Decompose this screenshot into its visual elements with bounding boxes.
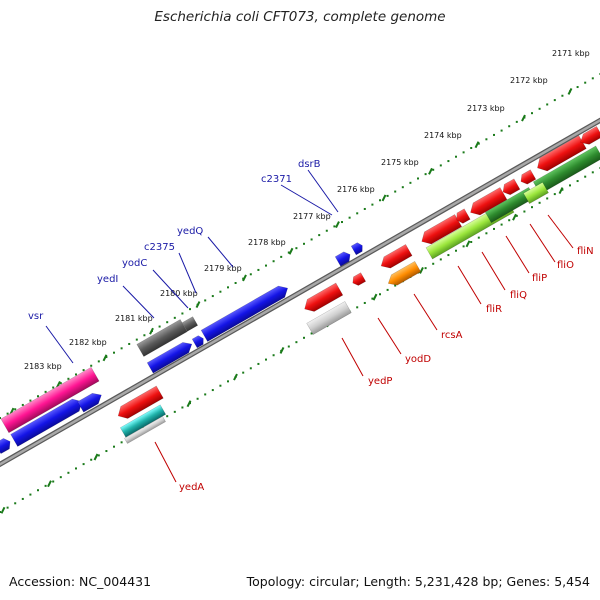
scale-tick-label: 2181 kbp [115,314,153,323]
scale-tick-label: 2178 kbp [248,238,286,247]
rna-feature[interactable] [306,301,352,335]
gene-label-reverse[interactable]: fliO [557,260,574,271]
scale-tick-label: 2176 kbp [337,185,375,194]
flagellar-feature[interactable] [523,181,549,205]
reverse-cds-feature[interactable] [500,178,521,197]
reverse-cds-feature[interactable] [350,272,367,288]
scale-tick-label: 2182 kbp [69,338,107,347]
reverse-cds-feature[interactable] [534,135,587,175]
scale-tick-label: 2171 kbp [552,49,590,58]
rna-feature[interactable] [124,416,166,444]
gene-label-reverse[interactable]: fliR [486,304,502,315]
reverse-cds-feature[interactable] [418,214,463,247]
scale-tick-labels: 2171 kbp 2172 kbp 2173 kbp 2174 kbp 2175 kbp… [24,49,590,371]
reverse-cds-feature[interactable] [115,385,164,422]
feature-tracks [0,125,600,455]
scale-tick-label: 2172 kbp [510,76,548,85]
map-title: Escherichia coli CFT073, complete genome [154,9,446,25]
lower-dotted-track [0,166,600,514]
forward-cds-feature[interactable] [334,250,353,267]
scale-tick-label: 2177 kbp [293,212,331,221]
gene-label-reverse[interactable]: fliN [577,246,594,257]
reverse-cds-feature[interactable] [454,208,471,225]
gene-label-forward[interactable]: yedI [97,274,118,285]
scale-tick-label: 2175 kbp [381,158,419,167]
forward-cds-feature[interactable] [191,334,206,349]
scale-dotted-track [0,72,600,419]
magenta-feature[interactable] [0,366,100,434]
scale-tick-label: 2173 kbp [467,104,505,113]
accession-label: Accession: NC_004431 [9,574,152,589]
cyan-feature[interactable] [119,404,167,438]
forward-cds-feature[interactable] [350,241,365,256]
reverse-cds-feature[interactable] [301,282,344,315]
pseudogene-feature[interactable] [181,316,199,332]
forward-cds-feature[interactable] [146,339,195,374]
forward-cds-feature[interactable] [200,282,291,342]
scale-tick-label: 2174 kbp [424,131,462,140]
gene-label-forward[interactable]: yodC [122,258,147,269]
gene-label-forward[interactable]: dsrB [298,159,321,170]
genome-summary: Topology: circular; Length: 5,231,428 bp… [246,574,590,589]
forward-cds-feature[interactable] [77,390,105,413]
pseudogene-feature[interactable] [136,319,188,357]
gene-label-reverse[interactable]: yedP [368,376,392,387]
rcsA-feature[interactable] [385,261,422,288]
gene-label-reverse[interactable]: yedA [179,482,204,493]
forward-cds-feature[interactable] [0,436,13,455]
scale-tick-label: 2180 kbp [160,289,198,298]
reverse-cds-feature[interactable] [378,244,413,271]
gene-label-reverse[interactable]: fliQ [510,290,527,301]
gene-label-reverse[interactable]: rcsA [441,330,463,341]
gene-label-forward[interactable]: c2371 [261,174,292,185]
gene-label-reverse[interactable]: yodD [405,354,431,365]
gene-label-forward[interactable]: yedQ [177,226,203,237]
scale-tick-label: 2179 kbp [204,264,242,273]
reverse-cds-feature[interactable] [577,125,600,147]
gene-label-reverse[interactable]: fliP [532,273,547,284]
scale-tick-label: 2183 kbp [24,362,62,371]
gene-label-forward[interactable]: c2375 [144,242,175,253]
genome-backbone [0,117,600,468]
label-leader-lines [45,169,574,483]
reverse-cds-feature[interactable] [518,169,537,187]
gene-label-forward[interactable]: vsr [28,311,44,322]
reverse-cds-feature[interactable] [467,187,508,218]
